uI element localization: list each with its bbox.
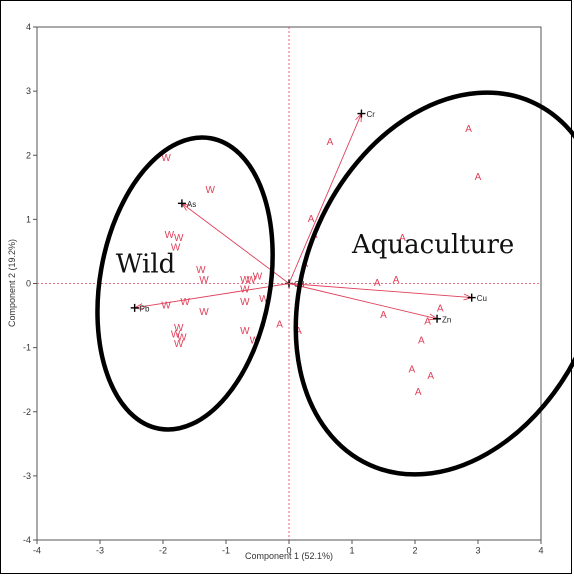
y-tick-label: 1 [26,214,31,224]
loading-label-pb: Pb [140,304,150,313]
point-w: W [177,333,187,344]
point-a: A [415,387,422,398]
loading-vectors: CrAsCdCuZnPb [130,109,487,324]
loading-label-cr: Cr [366,110,375,119]
y-tick-label: 4 [26,22,31,32]
point-a: A [427,371,434,382]
loading-label-as: As [187,200,196,209]
point-a: A [418,336,425,347]
group-ellipses [95,90,574,477]
group-labels: Wild Aquaculture [116,230,515,279]
group-label-aquaculture: Aquaculture [351,230,514,260]
loading-label-zn: Zn [442,315,451,324]
x-tick-label: -2 [159,545,167,555]
x-axis-label: Component 1 (52.1%) [245,551,333,561]
point-w: W [240,284,250,295]
point-w: W [161,300,171,311]
y-tick-label: -2 [23,407,31,417]
y-tick-label: 3 [26,86,31,96]
point-w: W [196,265,206,276]
point-w: W [250,336,260,347]
x-tick-label: 3 [475,545,480,555]
x-tick-label: 1 [349,545,354,555]
point-w: W [171,243,181,254]
point-w: W [199,307,209,318]
point-a: A [393,275,400,286]
point-a: A [308,214,315,225]
point-a: A [295,326,302,337]
point-a: A [399,233,406,244]
x-tick-label: 4 [538,545,543,555]
point-w: W [199,275,209,286]
point-a: A [475,172,482,183]
y-tick-label: -4 [23,535,31,545]
point-a: A [437,304,444,315]
point-w: W [174,323,184,334]
point-w: W [171,329,181,340]
point-w: W [240,275,250,286]
point-w: W [165,230,175,241]
group-label-wild: Wild [116,249,176,279]
y-tick-label: 2 [26,150,31,160]
x-tick-label: -1 [222,545,230,555]
point-a: A [409,365,416,376]
y-axis-label: Component 2 (19.2%) [7,239,17,327]
loading-arrow-zn [288,283,438,320]
x-axis-ticks: -4 -3 -2 -1 0 1 2 3 4 [33,540,544,555]
point-w: W [259,294,269,305]
loading-arrow-pb [134,283,290,309]
y-axis-ticks: 4 3 2 1 0 -1 -2 -3 -4 [23,22,37,545]
point-a: A [424,316,431,327]
y-tick-label: -3 [23,471,31,481]
loading-label-cu: Cu [477,294,487,303]
point-w: W [174,233,184,244]
ellipse-wild [95,135,275,432]
ellipse-aquaculture [293,90,574,477]
y-tick-label: -1 [23,343,31,353]
loading-arrow-cu [288,283,472,299]
point-w: W [180,297,190,308]
point-w: W [161,153,171,164]
x-tick-label: -3 [96,545,104,555]
y-tick-label: 0 [26,279,31,289]
point-a: A [327,137,334,148]
point-a: A [374,278,381,289]
point-w: W [206,185,216,196]
point-a: A [380,310,387,321]
x-tick-label: -4 [33,545,41,555]
point-w: W [240,297,250,308]
point-w: W [174,339,184,350]
point-a: A [276,320,283,331]
x-tick-label: 2 [412,545,417,555]
point-a: A [465,124,472,135]
point-w: W [240,326,250,337]
point-w: W [253,272,263,283]
loading-arrow-cr [288,113,362,284]
point-w: W [246,275,256,286]
x-tick-label: 0 [286,545,291,555]
